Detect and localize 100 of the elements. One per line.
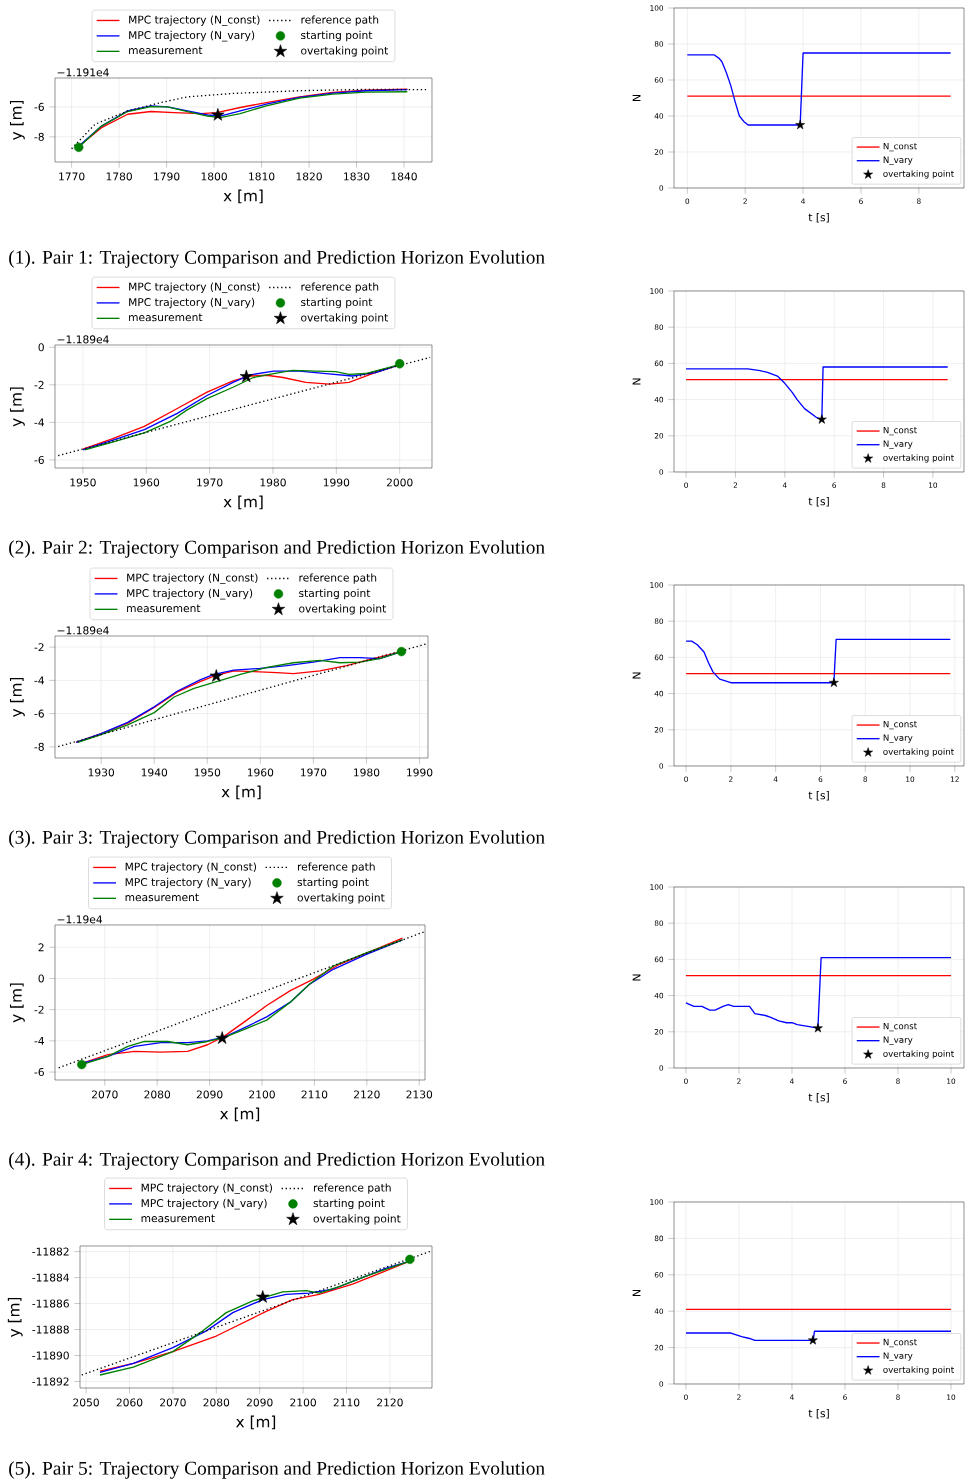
x-tick-label: 2070 <box>91 1090 118 1099</box>
legend-label: starting point <box>301 297 373 309</box>
text: −1.19e4 <box>57 915 103 924</box>
legend-label: overtaking point <box>299 604 387 615</box>
y-axis-title: N <box>632 1290 641 1296</box>
x-axis-title: t [s] <box>808 213 829 223</box>
y-tick-label: -11892 <box>32 1377 69 1386</box>
text: −1.189e4 <box>57 626 109 635</box>
x-tick-label: 1830 <box>344 172 370 181</box>
legend-label: overtaking point <box>301 46 389 57</box>
x-axis-title: t [s] <box>808 1093 829 1103</box>
x-axis-title: t [s] <box>808 791 829 801</box>
x-tick-label: 2090 <box>246 1398 273 1407</box>
y-axis-title: N <box>632 974 641 981</box>
x-tick-label: 1980 <box>354 768 380 777</box>
legend-label: MPC trajectory (N_const) <box>141 1183 272 1195</box>
text: (2). Pair 2: Trajectory Comparison and Prediction Horizon Evolution <box>9 540 545 558</box>
y-tick-label: -11886 <box>32 1299 69 1308</box>
x-axis-title: x [m] <box>221 785 261 800</box>
legend-label: N_vary <box>883 156 913 165</box>
x-tick-label: 2080 <box>144 1090 171 1099</box>
x-tick-label: 1820 <box>296 172 322 181</box>
legend-label: overtaking point <box>883 170 954 179</box>
y-axis-title: N <box>632 378 641 385</box>
legend-label: N_vary <box>883 440 913 449</box>
legend-label: overtaking point <box>297 893 385 904</box>
text: −1.191e4 <box>57 68 109 77</box>
x-tick-label: 2000 <box>386 478 413 487</box>
x-axis-title: x [m] <box>236 1415 276 1430</box>
text: (1). Pair 1: Trajectory Comparison and Prediction Horizon Evolution <box>9 250 545 268</box>
y-tick-label: -4 <box>34 676 44 685</box>
legend-label: MPC trajectory (N_vary) <box>129 297 255 309</box>
x-axis-title: t [s] <box>808 497 829 507</box>
x-axis-title: x [m] <box>223 189 263 204</box>
x-tick-label: 1980 <box>260 478 286 487</box>
x-tick-label: 2120 <box>354 1090 380 1099</box>
y-axis-title: y [m] <box>9 387 25 427</box>
legend-label: measurement <box>129 313 203 322</box>
y-tick-label: -8 <box>34 132 44 141</box>
y-axis-title: N <box>632 95 641 101</box>
y-axis-title: y [m] <box>9 677 25 717</box>
legend-label: measurement <box>129 46 203 55</box>
y-tick-label: -11884 <box>32 1273 69 1282</box>
y-tick-label: -11888 <box>32 1325 69 1334</box>
x-tick-label: 2080 <box>203 1398 230 1407</box>
legend-label: MPC trajectory (N_const) <box>129 15 260 27</box>
x-tick-label: 2100 <box>249 1090 275 1099</box>
y-tick-label: -6 <box>34 455 44 464</box>
x-tick-label: 1960 <box>133 478 160 487</box>
text: (3). Pair 3: Trajectory Comparison and Prediction Horizon Evolution <box>9 830 545 848</box>
x-tick-label: 1800 <box>201 172 227 181</box>
x-tick-label: 1780 <box>106 172 132 181</box>
legend-label: N_vary <box>883 1036 913 1045</box>
x-tick-label: 1840 <box>391 172 417 181</box>
legend-label: starting point <box>297 877 369 889</box>
legend-label: reference path <box>313 1183 391 1194</box>
x-tick-label: 2100 <box>290 1398 316 1407</box>
x-tick-label: 2110 <box>301 1090 328 1099</box>
legend-label: starting point <box>299 588 371 600</box>
text: (4). Pair 4: Trajectory Comparison and Prediction Horizon Evolution <box>9 1152 545 1170</box>
legend-label: overtaking point <box>883 1366 954 1375</box>
y-tick-label: -6 <box>34 709 44 718</box>
x-tick-label: 2090 <box>196 1090 223 1099</box>
legend-label: N_const <box>883 1338 917 1348</box>
x-tick-label: 1770 <box>59 172 85 181</box>
x-tick-label: 2120 <box>377 1398 403 1407</box>
legend-label: N_const <box>883 426 917 436</box>
legend-label: overtaking point <box>883 454 954 463</box>
legend-label: measurement <box>127 604 201 613</box>
legend-label: MPC trajectory (N_vary) <box>129 30 255 42</box>
x-tick-label: 1930 <box>88 768 115 777</box>
x-tick-label: 2110 <box>333 1398 360 1407</box>
legend-label: overtaking point <box>313 1214 401 1225</box>
legend-label: reference path <box>301 282 379 293</box>
x-tick-label: 1940 <box>141 768 168 777</box>
x-tick-label: 1950 <box>70 478 96 487</box>
y-axis-title: y [m] <box>7 1297 23 1337</box>
x-axis-title: t [s] <box>808 1409 829 1419</box>
legend-label: MPC trajectory (N_vary) <box>125 877 251 889</box>
legend-label: measurement <box>141 1214 215 1223</box>
text: −1.189e4 <box>57 335 109 344</box>
text: (5). Pair 5: Trajectory Comparison and Prediction Horizon Evolution <box>9 1461 545 1479</box>
y-tick-label: -11890 <box>32 1351 69 1360</box>
x-tick-label: 1990 <box>323 478 350 487</box>
y-tick-label: -4 <box>34 418 44 427</box>
legend-label: starting point <box>301 30 373 42</box>
y-axis-title: y [m] <box>9 100 25 140</box>
legend-label: reference path <box>297 862 375 873</box>
legend-label: N_const <box>883 1022 917 1032</box>
y-tick-label: 0 <box>38 974 44 983</box>
x-tick-label: 2050 <box>73 1398 99 1407</box>
legend-label: overtaking point <box>301 313 389 324</box>
y-axis-title: y [m] <box>9 983 25 1023</box>
legend-label: MPC trajectory (N_const) <box>125 862 257 874</box>
x-tick-label: 1950 <box>194 768 221 777</box>
x-tick-label: 2070 <box>160 1398 186 1407</box>
legend-label: overtaking point <box>883 1050 954 1059</box>
legend-label: overtaking point <box>883 748 954 757</box>
y-tick-label: -11882 <box>32 1247 69 1256</box>
y-tick-label: -4 <box>34 1036 44 1045</box>
